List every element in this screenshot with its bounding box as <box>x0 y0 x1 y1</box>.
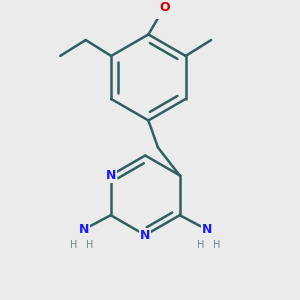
Text: H: H <box>213 241 220 250</box>
Text: N: N <box>106 169 116 182</box>
Text: H: H <box>86 241 94 250</box>
Text: N: N <box>140 229 150 242</box>
Text: O: O <box>159 1 169 14</box>
Text: H: H <box>197 241 204 250</box>
Text: H: H <box>70 241 78 250</box>
Text: N: N <box>202 223 212 236</box>
Text: N: N <box>79 223 89 236</box>
